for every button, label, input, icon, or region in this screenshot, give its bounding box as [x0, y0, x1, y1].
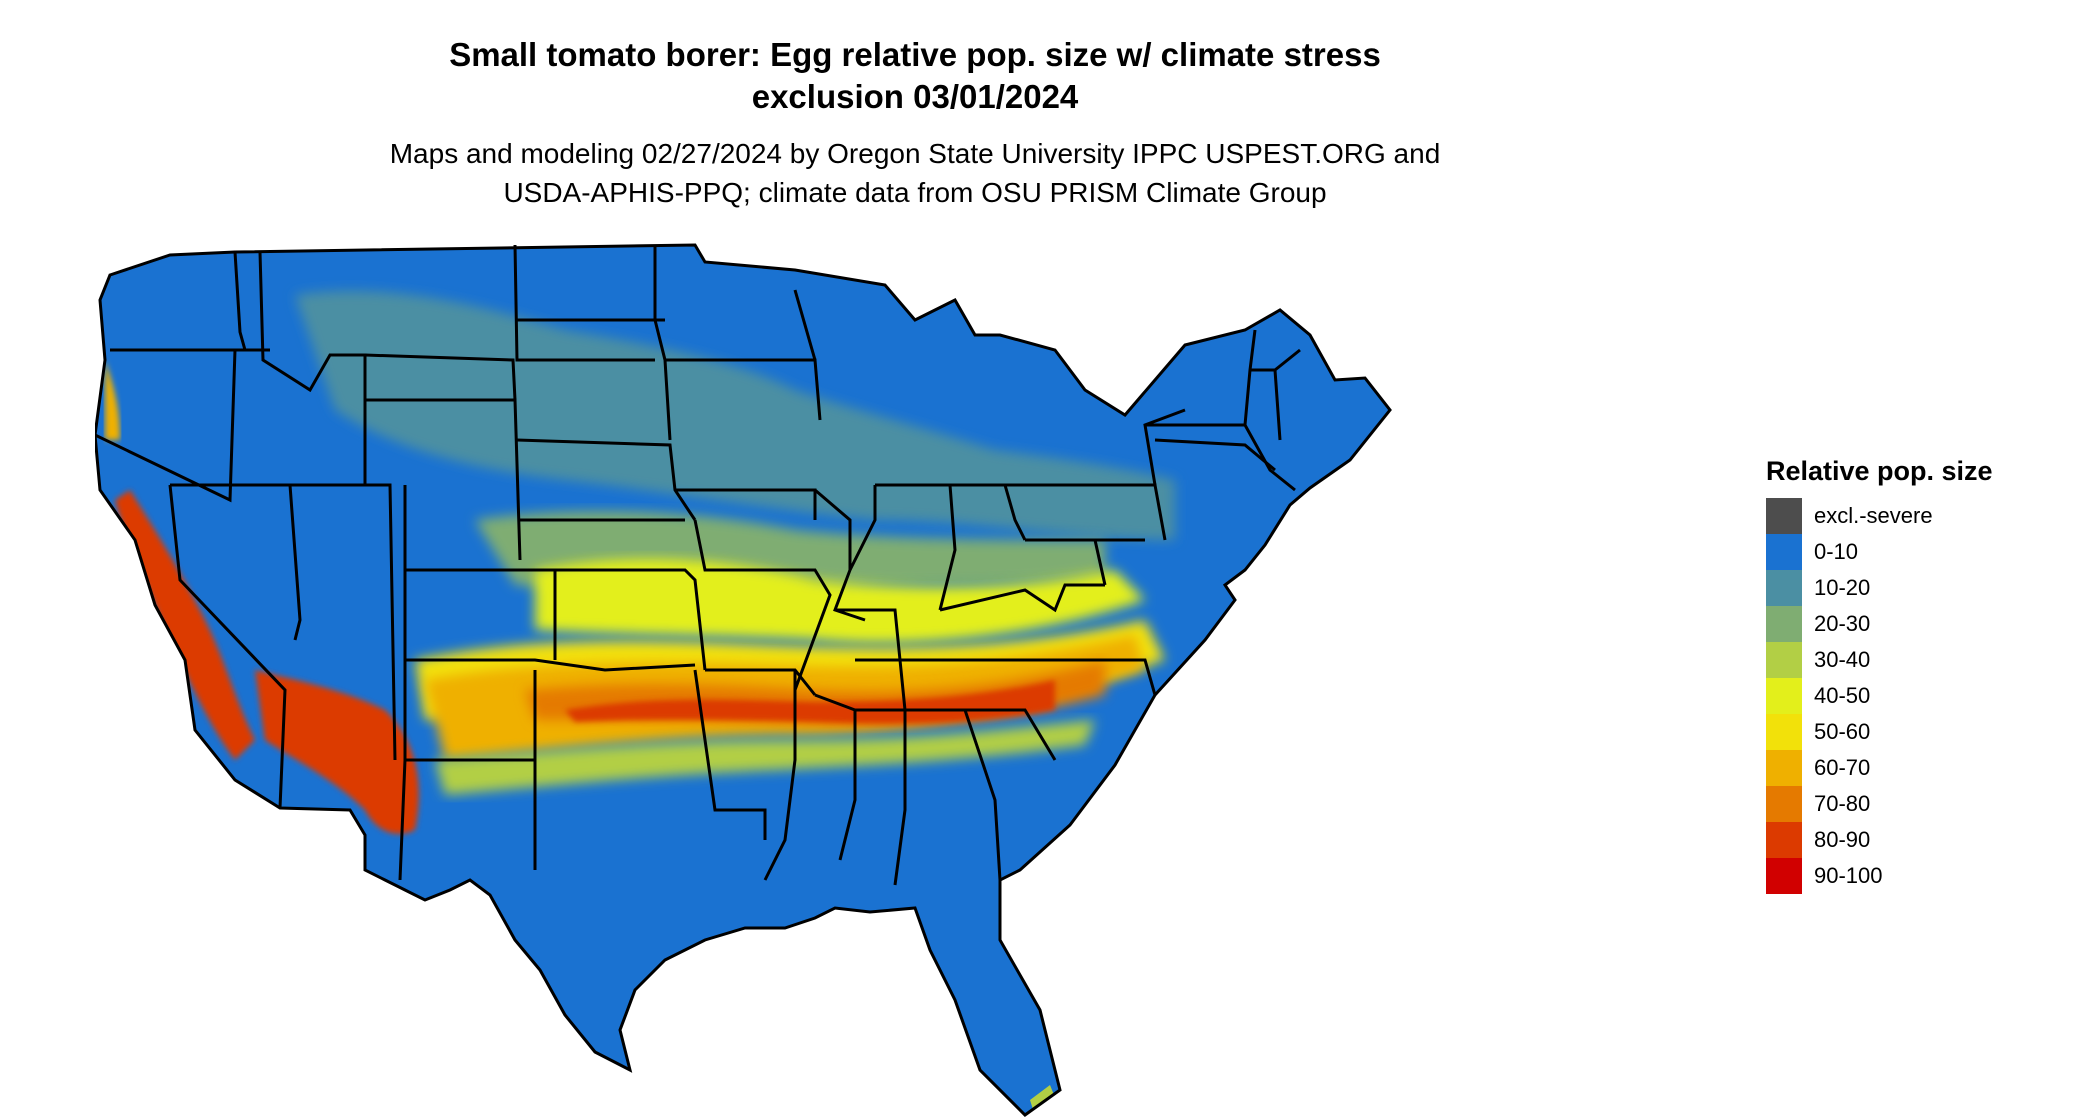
legend-swatch [1766, 714, 1802, 750]
legend-label: 30-40 [1814, 647, 1871, 672]
legend-swatch [1766, 858, 1802, 894]
legend-entry: 10-20 [1766, 570, 2086, 606]
legend-entry: 90-100 [1766, 858, 2086, 894]
legend-entry: 70-80 [1766, 786, 2086, 822]
legend-label: 90-100 [1814, 863, 1883, 888]
map-subtitle-line-1: Maps and modeling 02/27/2024 by Oregon S… [389, 138, 1441, 169]
legend-swatch [1766, 642, 1802, 678]
legend-label: 60-70 [1814, 755, 1871, 780]
legend-label: 20-30 [1814, 611, 1871, 636]
legend-label: 50-60 [1814, 719, 1871, 744]
legend-swatch [1766, 498, 1802, 534]
legend-entry: 0-10 [1766, 534, 2086, 570]
legend-swatch [1766, 822, 1802, 858]
legend-entry: 30-40 [1766, 642, 2086, 678]
legend-swatch [1766, 786, 1802, 822]
legend-entry: excl.-severe [1766, 498, 2086, 534]
legend-label: 80-90 [1814, 827, 1871, 852]
legend-label: 0-10 [1814, 539, 1859, 564]
legend-entry: 40-50 [1766, 678, 2086, 714]
legend-entry: 50-60 [1766, 714, 2086, 750]
legend-swatch [1766, 534, 1802, 570]
map-title-line-1: Small tomato borer: Egg relative pop. si… [449, 36, 1381, 73]
us-map [95, 240, 1735, 1120]
legend-label: 10-20 [1814, 575, 1871, 600]
us-map-canvas [95, 243, 1392, 1117]
legend-swatch [1766, 570, 1802, 606]
legend-entries: excl.-severe 0-10 10-20 20-30 30-40 40-50 50-6… [1766, 498, 2086, 894]
population-raster [95, 245, 1390, 1115]
map-title-line-2: exclusion 03/01/2024 [751, 78, 1079, 115]
map-subtitle: Maps and modeling 02/27/2024 by Oregon S… [0, 134, 1830, 212]
legend-swatch [1766, 750, 1802, 786]
legend-swatch [1766, 606, 1802, 642]
map-title: Small tomato borer: Egg relative pop. si… [0, 34, 1830, 118]
legend-label: 70-80 [1814, 791, 1871, 816]
state-boundaries [95, 243, 1392, 1117]
legend-swatch [1766, 678, 1802, 714]
legend-label: excl.-severe [1814, 503, 1933, 528]
legend-title: Relative pop. size [1766, 456, 1993, 486]
map-subtitle-line-2: USDA-APHIS-PPQ; climate data from OSU PR… [503, 177, 1327, 208]
legend-label: 40-50 [1814, 683, 1871, 708]
legend-entry: 80-90 [1766, 822, 2086, 858]
legend-entry: 60-70 [1766, 750, 2086, 786]
map-legend: Relative pop. size excl.-severe 0-10 10-20… [1766, 454, 2086, 894]
legend-entry: 20-30 [1766, 606, 2086, 642]
